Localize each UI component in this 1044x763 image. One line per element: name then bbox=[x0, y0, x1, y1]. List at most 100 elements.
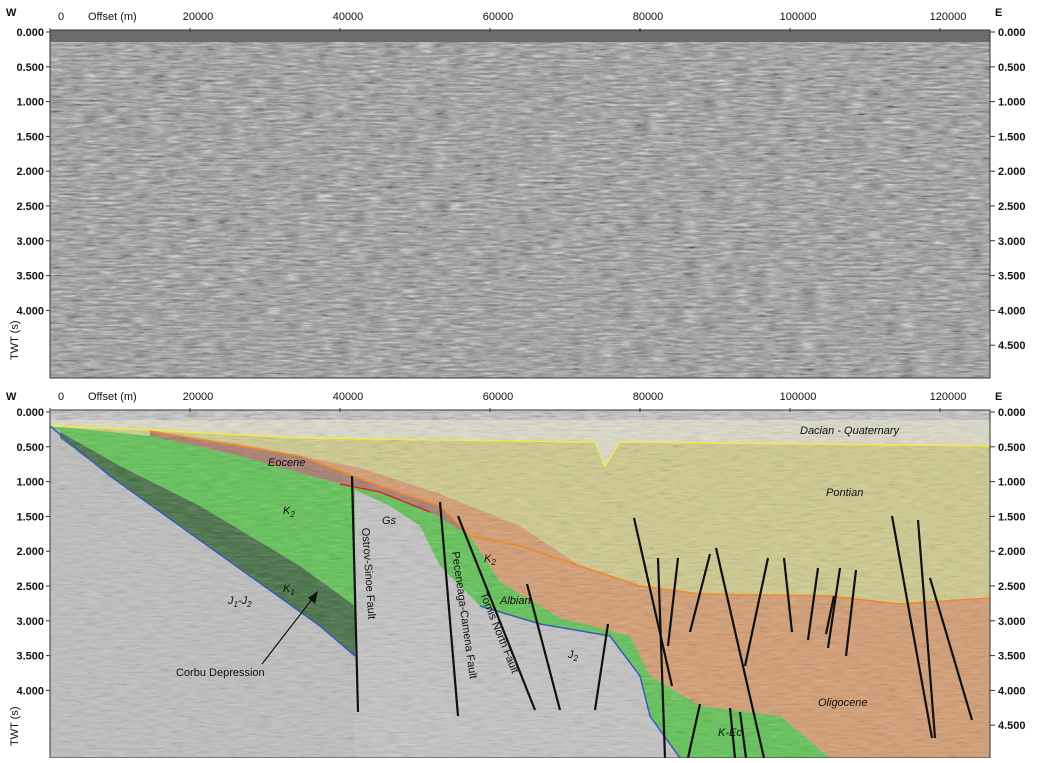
y-tick-label-right: 0.500 bbox=[998, 62, 1026, 74]
label-gs: Gs bbox=[382, 515, 397, 527]
x-tick-label: 60000 bbox=[483, 11, 514, 23]
y-tick-label-right: 3.000 bbox=[998, 236, 1026, 248]
seismic-panel-raw: W E Offset (m) 0 20000 40000 60000 80000 1000… bbox=[0, 0, 1044, 380]
y-tick-label-right: 1.000 bbox=[998, 477, 1026, 489]
seismic-panel-interpreted: Dacian - Quaternary Pontian Eocene K2 K1… bbox=[0, 386, 1044, 759]
y-tick-label-left: 2.000 bbox=[16, 166, 44, 178]
label-j2: J2 bbox=[567, 649, 579, 663]
fault-line bbox=[826, 567, 842, 649]
x-tick-label: 20000 bbox=[183, 391, 214, 403]
label-corbu: Corbu Depression bbox=[176, 667, 265, 679]
east-label: E bbox=[995, 7, 1002, 19]
seismic-section-interpreted: Dacian - Quaternary Pontian Eocene K2 K1… bbox=[6, 391, 1026, 759]
y-tick-label-right: 4.500 bbox=[998, 720, 1026, 732]
label-albian: Albian bbox=[499, 595, 531, 607]
west-label: W bbox=[6, 391, 17, 403]
fault-line bbox=[824, 595, 836, 635]
y-tick-label-left: 4.000 bbox=[16, 685, 44, 697]
x-tick-label: 0 bbox=[58, 11, 64, 23]
y-tick-label-left: 3.000 bbox=[16, 616, 44, 628]
fault-line bbox=[688, 553, 712, 633]
y-axis-label: TWT (s) bbox=[9, 706, 21, 746]
y-tick-label-right: 3.500 bbox=[998, 271, 1026, 283]
y-tick-label-right: 2.000 bbox=[998, 166, 1026, 178]
fault-line bbox=[928, 577, 974, 721]
y-tick-label-left: 1.000 bbox=[16, 97, 44, 109]
offset-label: Offset (m) bbox=[88, 391, 137, 403]
y-tick-label-right: 4.000 bbox=[998, 305, 1026, 317]
label-k2-b: K2 bbox=[484, 553, 496, 567]
x-tick-label: 120000 bbox=[930, 11, 967, 23]
fault-line bbox=[593, 623, 610, 711]
label-k1: K1 bbox=[283, 583, 295, 597]
fault-line bbox=[686, 703, 702, 758]
fault-line bbox=[656, 557, 667, 758]
fault-peceneaga bbox=[438, 501, 460, 717]
y-tick-label-left: 0.500 bbox=[16, 442, 44, 454]
west-label: W bbox=[6, 7, 17, 19]
y-tick-label-left: 0.000 bbox=[16, 407, 44, 419]
label-oligocene: Oligocene bbox=[818, 697, 868, 709]
x-tick-label: 40000 bbox=[333, 391, 364, 403]
fault-line bbox=[728, 707, 737, 758]
fault-line bbox=[743, 557, 770, 667]
y-tick-label-left: 2.500 bbox=[16, 581, 44, 593]
y-tick-label-right: 2.500 bbox=[998, 581, 1026, 593]
y-tick-label-left: 2.000 bbox=[16, 546, 44, 558]
y-tick-label-right: 1.500 bbox=[998, 511, 1026, 523]
y-tick-label-left: 1.500 bbox=[16, 131, 44, 143]
fault-line bbox=[844, 569, 858, 657]
y-tick-label-left: 3.000 bbox=[16, 236, 44, 248]
fault-line bbox=[890, 515, 934, 739]
fault-lines bbox=[350, 475, 974, 758]
fault-line bbox=[666, 557, 680, 647]
y-tick-label-left: 1.000 bbox=[16, 477, 44, 489]
y-tick-label-left: 0.000 bbox=[16, 27, 44, 39]
label-j1j2: J1-J2 bbox=[227, 595, 252, 609]
y-tick-label-right: 2.500 bbox=[998, 201, 1026, 213]
y-tick-label-right: 4.000 bbox=[998, 685, 1026, 697]
east-label: E bbox=[995, 391, 1002, 403]
y-axis-label: TWT (s) bbox=[9, 320, 21, 360]
offset-label: Offset (m) bbox=[88, 11, 137, 23]
y-tick-label-left: 3.500 bbox=[16, 651, 44, 663]
y-tick-label-left: 0.500 bbox=[16, 62, 44, 74]
label-k-ec: K-Ec bbox=[718, 727, 742, 739]
x-tick-label: 60000 bbox=[483, 391, 514, 403]
x-tick-label: 20000 bbox=[183, 11, 214, 23]
y-tick-label-left: 1.500 bbox=[16, 511, 44, 523]
y-tick-label-right: 0.000 bbox=[998, 407, 1026, 419]
label-dacian: Dacian - Quaternary bbox=[800, 425, 901, 437]
fault-line bbox=[782, 557, 794, 633]
fault-line bbox=[806, 567, 820, 641]
y-tick-label-left: 2.500 bbox=[16, 201, 44, 213]
y-tick-label-right: 3.500 bbox=[998, 651, 1026, 663]
y-tick-label-right: 1.500 bbox=[998, 131, 1026, 143]
corbu-arrow bbox=[261, 591, 318, 665]
x-tick-label: 40000 bbox=[333, 11, 364, 23]
x-tick-label: 0 bbox=[58, 391, 64, 403]
label-eocene: Eocene bbox=[268, 457, 305, 469]
y-tick-label-right: 0.000 bbox=[998, 27, 1026, 39]
y-tick-label-left: 4.000 bbox=[16, 305, 44, 317]
fault-line bbox=[525, 583, 562, 711]
fault-line bbox=[738, 711, 748, 758]
y-tick-label-right: 0.500 bbox=[998, 442, 1026, 454]
fault-line bbox=[916, 519, 937, 739]
label-k2-main: K2 bbox=[283, 505, 295, 519]
fault-tomis bbox=[456, 515, 537, 711]
y-tick-label-right: 4.500 bbox=[998, 340, 1026, 352]
fault-line bbox=[714, 547, 766, 758]
x-tick-label: 100000 bbox=[780, 391, 817, 403]
x-tick-label: 100000 bbox=[780, 11, 817, 23]
x-tick-label: 80000 bbox=[633, 11, 664, 23]
fault-line bbox=[632, 517, 674, 687]
y-tick-label-right: 3.000 bbox=[998, 616, 1026, 628]
x-tick-label: 80000 bbox=[633, 391, 664, 403]
y-tick-label-left: 3.500 bbox=[16, 271, 44, 283]
x-tick-label: 120000 bbox=[930, 391, 967, 403]
label-pontian: Pontian bbox=[826, 487, 863, 499]
y-tick-label-right: 2.000 bbox=[998, 546, 1026, 558]
seismic-section-raw: W E Offset (m) 0 20000 40000 60000 80000 1000… bbox=[6, 7, 1026, 379]
fault-ostrov bbox=[350, 475, 360, 713]
